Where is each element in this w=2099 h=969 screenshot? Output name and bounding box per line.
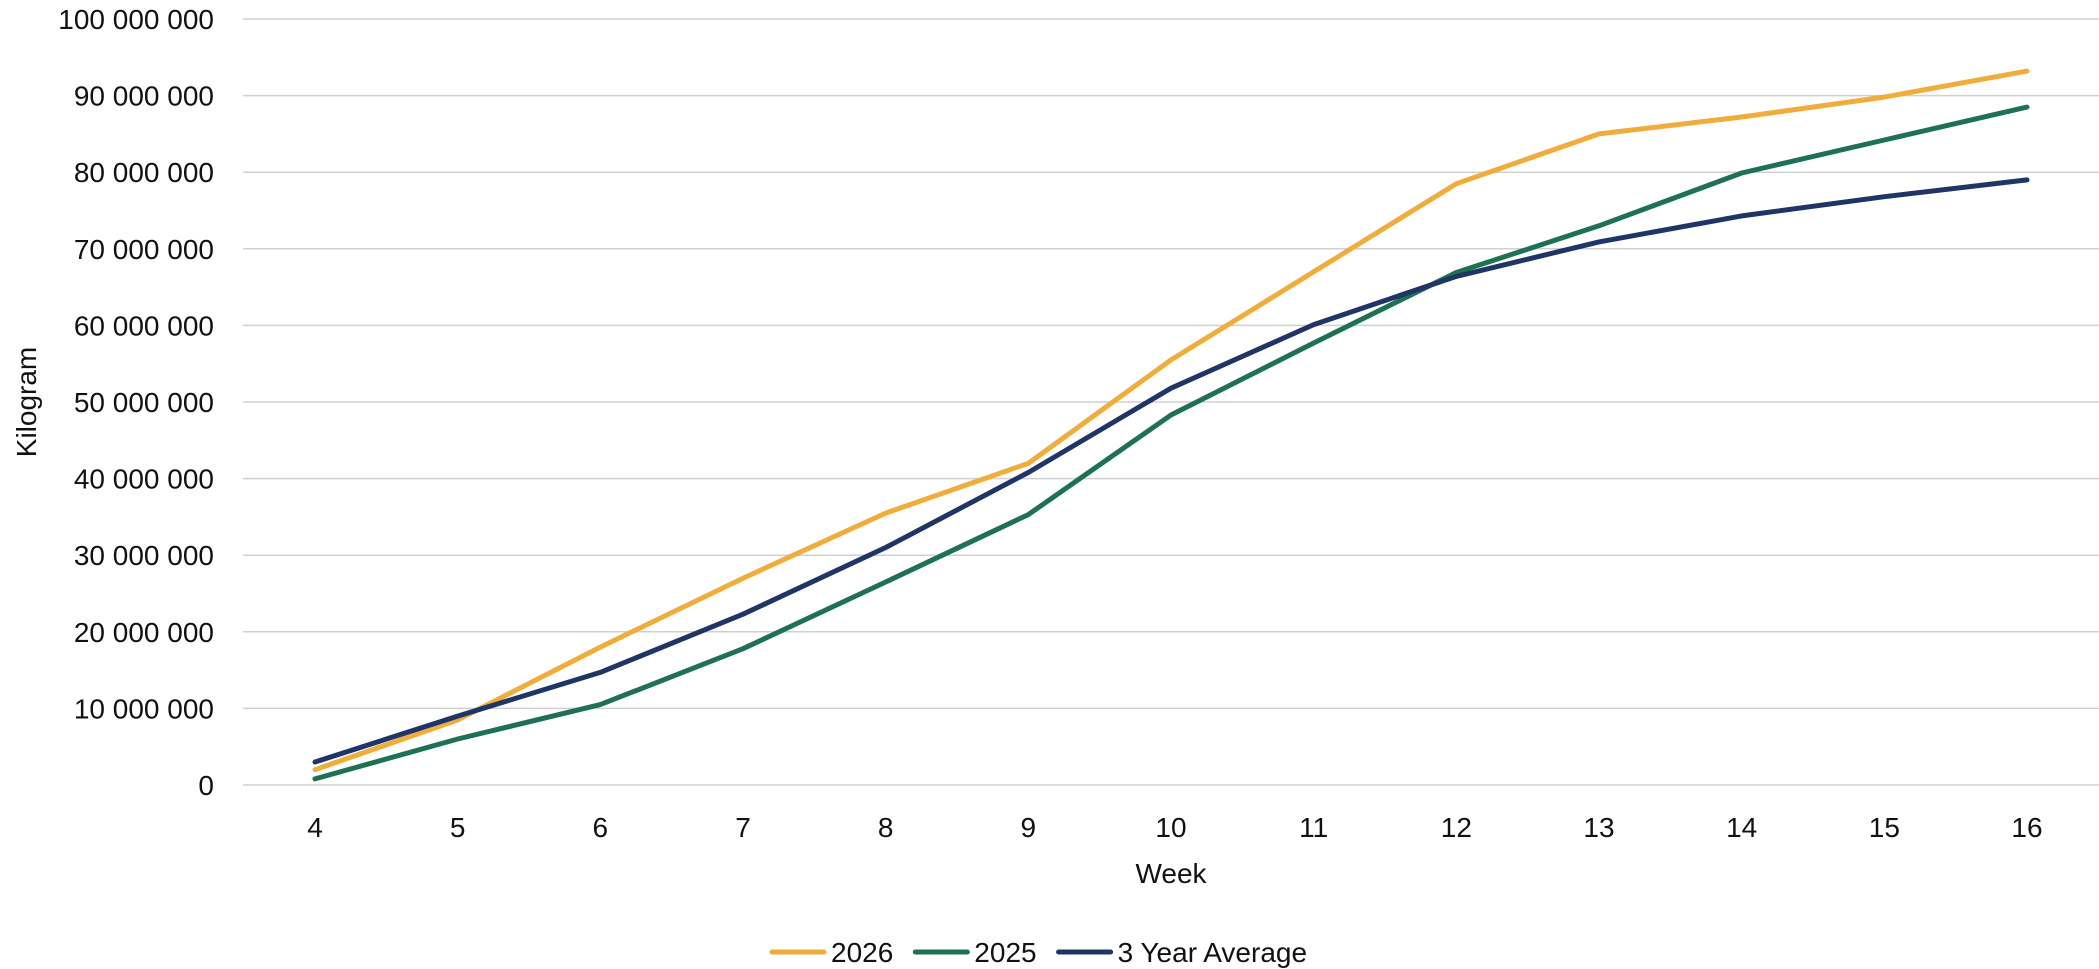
legend-item: 2025 xyxy=(912,937,1037,968)
y-tick-label: 90 000 000 xyxy=(74,81,214,112)
legend: 2026 2025 3 Year Average xyxy=(769,937,1307,968)
series-line-2 xyxy=(312,177,2030,765)
legend-label: 2026 xyxy=(831,937,893,968)
series-line-0 xyxy=(312,68,2030,773)
series-line-1 xyxy=(312,104,2030,782)
y-tick-label: 100 000 000 xyxy=(58,4,214,35)
x-axis-title: Week xyxy=(1135,858,1207,889)
y-tick-label: 50 000 000 xyxy=(74,387,214,418)
y-tick-label: 20 000 000 xyxy=(74,617,214,648)
y-tick-label: 30 000 000 xyxy=(74,540,214,571)
x-tick-label: 13 xyxy=(1583,812,1614,843)
x-axis-ticks: 4 5 6 7 8 9 10 11 12 13 14 15 16 xyxy=(307,812,2042,843)
x-tick-label: 15 xyxy=(1869,812,1900,843)
x-tick-label: 9 xyxy=(1021,812,1037,843)
legend-label: 2025 xyxy=(974,937,1036,968)
x-tick-label: 6 xyxy=(593,812,609,843)
legend-item: 2026 xyxy=(769,937,893,968)
x-tick-label: 4 xyxy=(307,812,323,843)
series-lines xyxy=(312,68,2030,782)
y-axis-title: Kilogram xyxy=(11,347,42,457)
x-tick-label: 10 xyxy=(1155,812,1186,843)
legend-label: 3 Year Average xyxy=(1118,937,1307,968)
x-tick-label: 14 xyxy=(1726,812,1757,843)
y-tick-label: 40 000 000 xyxy=(74,464,214,495)
y-tick-label: 80 000 000 xyxy=(74,157,214,188)
x-tick-label: 11 xyxy=(1299,812,1328,843)
y-tick-label: 70 000 000 xyxy=(74,234,214,265)
x-tick-label: 12 xyxy=(1441,812,1472,843)
y-axis-ticks: 0 10 000 000 20 000 000 30 000 000 40 000 00… xyxy=(58,4,214,801)
legend-item: 3 Year Average xyxy=(1056,937,1307,968)
y-tick-label: 0 xyxy=(198,770,214,801)
x-tick-label: 7 xyxy=(735,812,751,843)
x-tick-label: 5 xyxy=(450,812,466,843)
y-tick-label: 60 000 000 xyxy=(74,310,214,341)
x-tick-label: 16 xyxy=(2011,812,2042,843)
x-tick-label: 8 xyxy=(878,812,894,843)
gridlines xyxy=(243,18,2099,786)
y-tick-label: 10 000 000 xyxy=(74,693,214,724)
